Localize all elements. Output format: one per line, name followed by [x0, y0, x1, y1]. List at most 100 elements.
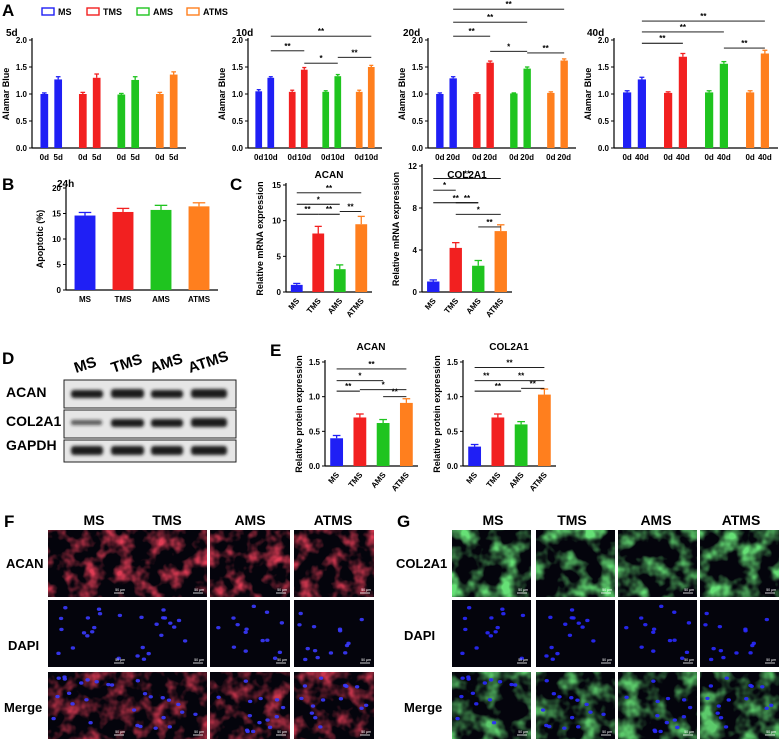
blot-band	[191, 389, 227, 398]
micro-col-label: MS	[84, 512, 105, 528]
scale-bar-label: 50 μm	[115, 588, 125, 592]
bar	[355, 224, 368, 292]
nucleus	[460, 651, 465, 656]
y-tick-label: 15	[272, 181, 281, 190]
nucleus	[90, 630, 95, 634]
x-tick-label: 0d	[745, 153, 754, 162]
x-tick-label: 20d	[557, 153, 571, 162]
scale-bar-label: 50 μm	[194, 588, 204, 592]
blot-band	[71, 446, 103, 455]
western-blot: MS TMS AMS ATMS ACAN COL2A1 GAPDH	[6, 348, 237, 463]
significance-label: **	[506, 0, 513, 9]
microscopy-g: MS TMS AMS ATMS COL2A1 DAPI Merge 50 μm 5…	[396, 512, 779, 739]
x-tick-label: AMS	[464, 296, 483, 316]
scale-bar-label: 50 μm	[602, 588, 612, 592]
significance-label: *	[317, 195, 321, 204]
y-tick-label: 0.0	[598, 144, 610, 153]
y-tick-label: 0.5	[412, 117, 424, 126]
micro-row-label: DAPI	[8, 638, 39, 653]
x-tick-label: MS	[465, 470, 480, 485]
y-tick-label: 1.0	[447, 393, 459, 402]
bar	[169, 74, 178, 148]
y-tick-label: 0.5	[232, 117, 244, 126]
nucleus	[161, 715, 166, 720]
nucleus	[639, 645, 644, 649]
bar	[449, 78, 457, 148]
micrograph-tile	[210, 600, 290, 667]
nucleus	[92, 625, 97, 630]
nucleus	[544, 654, 549, 658]
nucleus	[519, 656, 524, 661]
nucleus	[717, 624, 723, 629]
significance-label: **	[530, 379, 537, 388]
microscopy-f: MS TMS AMS ATMS ACAN DAPI Merge 50 μm 50 …	[4, 512, 374, 739]
nucleus	[315, 655, 320, 660]
nucleus	[563, 622, 568, 626]
nucleus	[166, 698, 172, 702]
x-tick-label: 40d	[758, 153, 772, 162]
y-tick-label: 0	[277, 288, 282, 297]
significance-label: *	[507, 42, 511, 51]
nucleus	[312, 648, 318, 653]
nucleus	[66, 691, 72, 695]
chart-title: ACAN	[357, 342, 386, 353]
nucleus	[139, 615, 144, 620]
nucleus	[320, 698, 326, 702]
bar	[334, 76, 342, 148]
bar	[74, 215, 96, 290]
nucleus	[569, 696, 574, 700]
bar	[367, 67, 375, 148]
nucleus	[154, 622, 159, 626]
nucleus	[311, 624, 317, 629]
nucleus	[497, 680, 503, 684]
x-tick-label: 0d	[288, 153, 297, 162]
bar	[637, 79, 646, 148]
x-tick-label: 5d	[92, 153, 101, 162]
nucleus	[487, 698, 493, 702]
chart-title: 20d	[403, 28, 420, 39]
micrograph-stain	[48, 530, 128, 597]
significance-label: **	[487, 13, 494, 22]
nucleus	[462, 616, 468, 621]
nucleus	[547, 724, 552, 729]
x-tick-label: 0d	[155, 153, 164, 162]
significance-label: **	[469, 27, 476, 36]
nucleus	[85, 616, 91, 620]
y-axis-label: Relative protein expression	[432, 355, 442, 473]
nucleus	[751, 641, 756, 646]
nucleus	[363, 703, 369, 707]
nucleus	[299, 696, 304, 701]
nucleus	[512, 683, 518, 687]
nucleus	[651, 627, 657, 631]
nucleus	[500, 607, 505, 611]
nucleus	[310, 704, 316, 708]
x-tick-label: 20d	[520, 153, 534, 162]
nucleus	[182, 639, 188, 643]
nucleus	[274, 715, 279, 719]
y-axis-label: Relative mRNA expression	[255, 181, 265, 295]
nucleus	[651, 630, 656, 634]
micrograph-stain	[700, 672, 779, 739]
blot-strip-gapdh	[63, 439, 237, 463]
y-axis-label: Alamar Blue	[217, 68, 227, 121]
nucleus	[297, 623, 302, 627]
nucleus	[474, 646, 479, 650]
nucleus	[672, 610, 677, 614]
significance-label: **	[464, 194, 471, 203]
nucleus	[580, 625, 585, 629]
micrograph-stain	[618, 530, 697, 597]
y-tick-label: 10	[52, 235, 61, 244]
nucleus	[655, 699, 660, 704]
chart-b-apoptosis: 24h 0 5 10 15 20 Apoptotic (%) MS TMS AMS ATMS	[35, 179, 218, 304]
x-tick-label: 20d	[483, 153, 497, 162]
significance-label: **	[741, 39, 748, 48]
y-tick-label: 0.0	[447, 462, 459, 471]
y-tick-label: 1.0	[232, 90, 244, 99]
scale-bar-label: 50 μm	[115, 658, 125, 662]
nucleus	[591, 639, 596, 643]
nucleus	[681, 715, 687, 719]
nucleus	[235, 622, 240, 627]
chart-title: COL2A1	[447, 170, 487, 181]
micrograph-tile	[536, 600, 615, 667]
nucleus	[97, 611, 103, 616]
